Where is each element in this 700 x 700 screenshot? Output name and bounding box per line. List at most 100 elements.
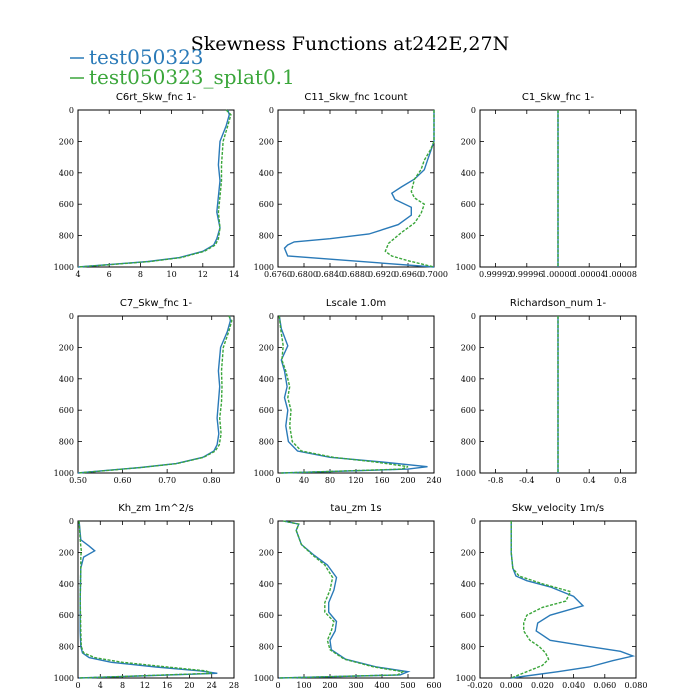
- y-tick-label: 200: [259, 137, 274, 146]
- y-tick-label: 400: [59, 375, 74, 384]
- x-tick-label: 600: [426, 681, 441, 690]
- y-tick-label: 1000: [254, 263, 274, 272]
- x-tick-label: 0.060: [593, 681, 616, 690]
- y-tick-label: 400: [259, 375, 274, 384]
- panel-grid: C6rt_Skw_fnc 1-4 6 8 10 12 140200400600800100…: [54, 92, 648, 690]
- y-tick-label: 600: [259, 200, 274, 209]
- y-tick-label: 800: [259, 232, 274, 241]
- y-tick-label: 0: [471, 106, 476, 115]
- y-tick-label: 1000: [54, 674, 74, 683]
- x-tick-label: 10: [167, 270, 177, 279]
- x-tick-label: 0.50: [69, 476, 87, 485]
- x-tick-label: 500: [400, 681, 415, 690]
- x-tick-label: 0.000: [500, 681, 523, 690]
- panel-title: tau_zm 1s: [330, 503, 381, 514]
- panel-title: Richardson_num 1-: [510, 298, 607, 309]
- y-tick-label: 0: [471, 517, 476, 526]
- panel-title: C6rt_Skw_fnc 1-: [116, 92, 197, 103]
- x-tick-label: -0.4: [519, 476, 534, 485]
- x-tick-label: 400: [374, 681, 389, 690]
- y-tick-label: 200: [461, 137, 476, 146]
- y-tick-label: 400: [461, 169, 476, 178]
- series-line: [278, 315, 428, 474]
- panel-title: C7_Skw_fnc 1-: [120, 298, 193, 309]
- y-tick-label: 800: [461, 643, 476, 652]
- y-tick-label: 600: [461, 200, 476, 209]
- series-line: [279, 520, 405, 679]
- plot-frame: [277, 109, 435, 268]
- x-tick-label: 28: [229, 681, 239, 690]
- x-tick-label: 160: [374, 476, 389, 485]
- y-tick-label: 200: [59, 343, 74, 352]
- y-tick-label: 0: [69, 106, 74, 115]
- y-tick-label: 600: [59, 200, 74, 209]
- panel-title: Lscale 1.0m: [326, 298, 386, 309]
- x-tick-label: 4: [98, 681, 103, 690]
- y-tick-label: 0: [471, 312, 476, 321]
- y-tick-label: 1000: [456, 469, 476, 478]
- y-tick-label: 1000: [54, 263, 74, 272]
- series-line: [510, 521, 572, 679]
- x-tick-label: 0.080: [625, 681, 648, 690]
- y-tick-label: 800: [59, 438, 74, 447]
- series-line: [78, 520, 218, 679]
- x-tick-label: 80: [325, 476, 335, 485]
- y-tick-label: 200: [59, 548, 74, 557]
- y-tick-label: 800: [259, 643, 274, 652]
- chart-panel: C1_Skw_fnc 1-0.999920.999961.000001.0000…: [456, 92, 637, 279]
- series-line: [278, 315, 409, 474]
- chart-panel: Richardson_num 1- -0.8 -0.4 0 0.4 0.8 0 200 400 6…: [456, 298, 637, 485]
- chart-panel: tau_zm 1s 0 100 200 300 400 500 600 0 200 400 600 80…: [254, 503, 442, 690]
- plot-frame: [77, 109, 235, 268]
- x-tick-label: 0.6880: [342, 270, 370, 279]
- x-tick-label: 1.00004: [573, 270, 606, 279]
- y-tick-label: 600: [259, 611, 274, 620]
- y-tick-label: 600: [59, 611, 74, 620]
- x-tick-label: 40: [299, 476, 309, 485]
- x-tick-label: 0.6960: [394, 270, 422, 279]
- x-tick-label: 0.8: [614, 476, 627, 485]
- plot-frame: [277, 315, 435, 474]
- y-tick-label: 1000: [254, 469, 274, 478]
- x-tick-label: 12: [140, 681, 150, 690]
- y-tick-label: 200: [259, 343, 274, 352]
- y-tick-label: 400: [461, 375, 476, 384]
- y-tick-label: 400: [461, 580, 476, 589]
- plot-frame: [77, 520, 235, 679]
- x-tick-label: 24: [207, 681, 217, 690]
- series-line: [510, 521, 636, 679]
- series-line: [77, 315, 233, 474]
- x-tick-label: 1.00008: [604, 270, 637, 279]
- y-tick-label: 600: [461, 611, 476, 620]
- x-tick-label: 0.020: [531, 681, 554, 690]
- x-tick-label: 0.70: [158, 476, 176, 485]
- x-tick-label: 300: [348, 681, 363, 690]
- y-tick-label: 800: [59, 643, 74, 652]
- y-tick-label: 400: [259, 169, 274, 178]
- series-line: [279, 520, 411, 679]
- y-tick-label: 0: [269, 312, 274, 321]
- chart-panel: C11_Skw_fnc 1count 0.67600.68000.68400.68…: [254, 92, 448, 279]
- panel-title: Kh_zm 1m^2/s: [118, 503, 194, 514]
- series-line: [384, 110, 435, 268]
- plot-frame: [479, 520, 637, 679]
- x-tick-label: 4: [75, 270, 80, 279]
- x-tick-label: 0: [75, 681, 80, 690]
- y-tick-label: 800: [259, 438, 274, 447]
- y-tick-label: 400: [59, 169, 74, 178]
- x-tick-label: 100: [296, 681, 311, 690]
- x-tick-label: 0: [275, 681, 280, 690]
- x-tick-label: 16: [162, 681, 172, 690]
- series-line: [78, 520, 212, 679]
- y-tick-label: 200: [461, 548, 476, 557]
- panel-title: Skw_velocity 1m/s: [512, 503, 604, 514]
- y-tick-label: 0: [269, 517, 274, 526]
- y-tick-label: 200: [59, 137, 74, 146]
- y-tick-label: 1000: [54, 469, 74, 478]
- x-tick-label: 0.040: [562, 681, 585, 690]
- y-tick-label: 200: [461, 343, 476, 352]
- x-tick-label: 240: [426, 476, 441, 485]
- figure-title: Skewness Functions at242E,27N: [191, 33, 509, 55]
- chart-panel: Kh_zm 1m^2/s 0 4 8 12 16 20 24 28 0 200 400 600 800 10…: [54, 503, 239, 690]
- series-line: [77, 315, 232, 474]
